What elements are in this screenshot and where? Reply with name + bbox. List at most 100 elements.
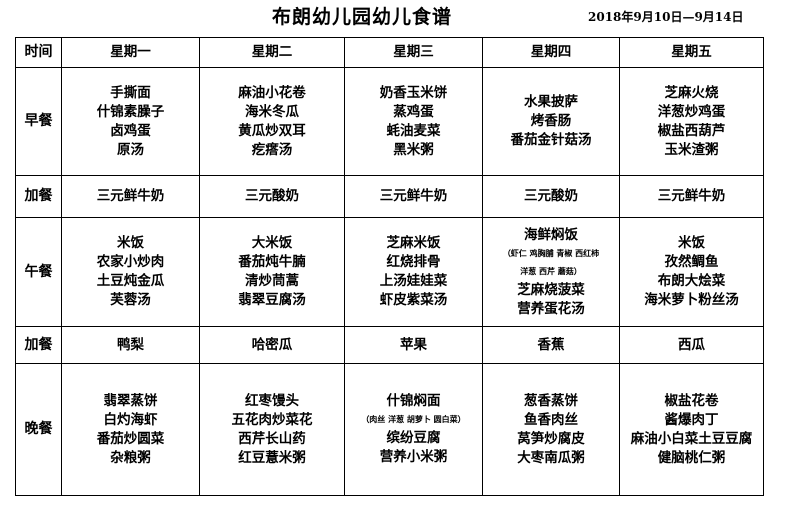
dish-item: 洋葱 西芹 蘑菇） [520,266,582,276]
dish-item: 蒸鸡蛋 [393,103,434,120]
menu-cell: 翡翠蒸饼 白灼海虾 番茄炒圆菜 杂粮粥 [61,363,200,496]
header-day: 星期二 [199,37,345,68]
dish-item: 蚝油麦菜 [386,122,441,139]
dish-item: 三元鲜牛奶 [96,188,165,204]
dish-item: 洋葱炒鸡蛋 [657,103,726,120]
dish-item: 翡翠蒸饼 [103,392,158,409]
meal-label: 加餐 [15,326,62,364]
menu-cell: 水果披萨烤香肠番茄金针菇汤 [482,67,620,176]
dish-item: 疙瘩汤 [251,141,293,158]
dish-item: 水果披萨 [524,94,578,110]
dish-item: 鱼香肉丝 [524,411,578,428]
dish-item: 番茄炖牛腩 [238,254,306,270]
dish-item: 手撕面 [110,84,151,101]
dish-item: 椒盐花卷 [664,392,719,409]
dish-item: 芝麻火烧 [664,84,719,101]
dish-item: 白灼海虾 [103,411,158,428]
dish-item: 奶香玉米饼 [379,84,448,101]
dish-item: 清炒茼蒿 [245,273,299,289]
dish-item: 农家小炒肉 [96,254,165,270]
menu-cell: 芝麻火烧 洋葱炒鸡蛋 椒盐西葫芦 玉米渣粥 [619,67,764,176]
meal-row-snack: 加餐 鸭梨 哈密瓜 苹果 香蕉 西瓜 [15,326,764,364]
dish-item: 酱爆肉丁 [664,411,719,428]
header-time: 时间 [15,37,62,68]
menu-cell: 西瓜 [619,326,764,364]
menu-cell: 苹果 [344,326,483,364]
menu-table: 时间 星期一 星期二 星期三 星期四 星期五 早餐 手撕面 什锦素臊子 卤鸡蛋 原汤 麻油… [15,37,764,496]
meal-label: 早餐 [15,67,62,176]
dish-item: 黑米粥 [393,141,434,158]
dish-item: 原汤 [117,141,144,158]
meal-row-snack: 加餐 三元鲜牛奶 三元酸奶 三元鲜牛奶 三元酸奶 三元鲜牛奶 [15,175,764,218]
menu-cell: 三元鲜牛奶 [61,175,200,218]
dish-item: （虾仁 鸡胸脯 青椒 西红柿 [502,248,600,258]
menu-cell: 红枣馒头 五花肉炒菜花 西芹长山药 红豆薏米粥 [199,363,345,496]
dish-item: 番茄金针菇汤 [510,132,592,148]
dish-item: 海米冬瓜 [245,103,299,120]
dish-item: 营养蛋花汤 [517,300,585,317]
dish-item: 芙蓉汤 [110,292,151,308]
meal-label: 加餐 [15,175,62,218]
dish-item: 虾皮紫菜汤 [379,292,448,308]
menu-cell: 葱香蒸饼 鱼香肉丝 莴笋炒腐皮 大枣南瓜粥 [482,363,620,496]
dish-item: 大米饭 [251,235,293,251]
dish-item: 苹果 [400,336,427,353]
menu-cell: 椒盐花卷 酱爆肉丁 麻油小白菜土豆豆腐 健脑桃仁粥 [619,363,764,496]
dish-item: 上汤娃娃菜 [379,273,448,289]
dish-item: 葱香蒸饼 [524,392,578,409]
dish-item: 椒盐西葫芦 [657,122,726,139]
dish-item: 麻油小白菜土豆豆腐 [630,430,753,447]
header-day: 星期一 [61,37,200,68]
dish-item: 什锦焖面 [386,393,441,409]
menu-cell: 什锦焖面 （肉丝 洋葱 胡萝卜 圆白菜） 缤纷豆腐营养小米粥 [344,363,483,496]
dish-item: 香蕉 [537,336,565,353]
meal-label: 晚餐 [15,363,62,496]
dish-item: 海鲜焖饭 [524,226,578,243]
menu-cell: 三元酸奶 [482,175,620,218]
dish-item: 芝麻米饭 [386,235,441,251]
dish-item: 土豆炖金瓜 [96,273,165,289]
dish-item: 营养小米粥 [379,449,448,465]
dish-item: 孜然鲷鱼 [664,254,719,270]
dish-item: 三元酸奶 [245,188,299,204]
menu-cell: 三元酸奶 [199,175,345,218]
menu-cell: 米饭孜然鲷鱼布朗大烩菜海米萝卜粉丝汤 [619,217,764,327]
dish-item: 什锦素臊子 [96,103,165,120]
dish-item: 布朗大烩菜 [657,273,726,289]
header-day: 星期四 [482,37,620,68]
dish-item: 哈密瓜 [251,336,293,353]
dish-item: 芝麻烧菠菜 [517,281,585,298]
dish-item: 米饭 [117,235,144,251]
dish-item: 红枣馒头 [245,392,299,409]
menu-cell: 哈密瓜 [199,326,345,364]
header-day: 星期三 [344,37,483,68]
dish-item: 黄瓜炒双耳 [238,122,306,139]
dish-item: 缤纷豆腐 [386,430,441,446]
menu-cell: 三元鲜牛奶 [619,175,764,218]
menu-cell: 鸭梨 [61,326,200,364]
dish-item: 麻油小花卷 [238,84,306,101]
meal-label: 午餐 [15,217,62,327]
dish-item: 米饭 [678,235,705,251]
date-range: 2018年9月10日—9月14日 [588,10,744,24]
menu-cell: 大米饭 番茄炖牛腩 清炒茼蒿 翡翠豆腐汤 [199,217,345,327]
dish-item: （肉丝 洋葱 胡萝卜 圆白菜） [361,415,466,424]
dish-item: 鸭梨 [117,336,144,353]
dish-item: 大枣南瓜粥 [517,449,585,466]
page-title: 布朗幼儿园幼儿食谱 [272,6,453,28]
dish-item: 卤鸡蛋 [110,122,151,139]
dish-item: 烤香肠 [530,113,572,129]
dish-item: 西芹长山药 [238,430,306,447]
menu-cell: 手撕面什锦素臊子卤鸡蛋原汤 [61,67,200,176]
menu-cell: 麻油小花卷海米冬瓜黄瓜炒双耳疙瘩汤 [199,67,345,176]
menu-cell: 芝麻米饭 红烧排骨 上汤娃娃菜 虾皮紫菜汤 [344,217,483,327]
dish-item: 海米萝卜粉丝汤 [644,292,739,308]
meal-row-dinner: 晚餐 翡翠蒸饼 白灼海虾 番茄炒圆菜 杂粮粥 红枣馒头 五花肉炒菜花 西芹长山药 红豆薏米粥 什锦… [15,363,764,496]
menu-cell: 三元鲜牛奶 [344,175,483,218]
meal-row-lunch: 午餐 米饭 农家小炒肉 土豆炖金瓜 芙蓉汤 大米饭 番茄炖牛腩 清炒茼蒿 翡翠豆腐汤 芝麻米饭 红烧… [15,217,764,327]
dish-item: 杂粮粥 [110,449,151,466]
menu-cell: 海鲜焖饭 （虾仁 鸡胸脯 青椒 西红柿 洋葱 西芹 蘑菇） 芝麻烧菠菜营养蛋花汤 [482,217,620,327]
header-row: 时间 星期一 星期二 星期三 星期四 星期五 [15,37,764,68]
meal-row-breakfast: 早餐 手撕面 什锦素臊子 卤鸡蛋 原汤 麻油小花卷 海米冬瓜 黄瓜炒双耳 疙瘩汤 奶香玉米饼 蒸鸡蛋… [15,67,764,176]
menu-cell: 香蕉 [482,326,620,364]
